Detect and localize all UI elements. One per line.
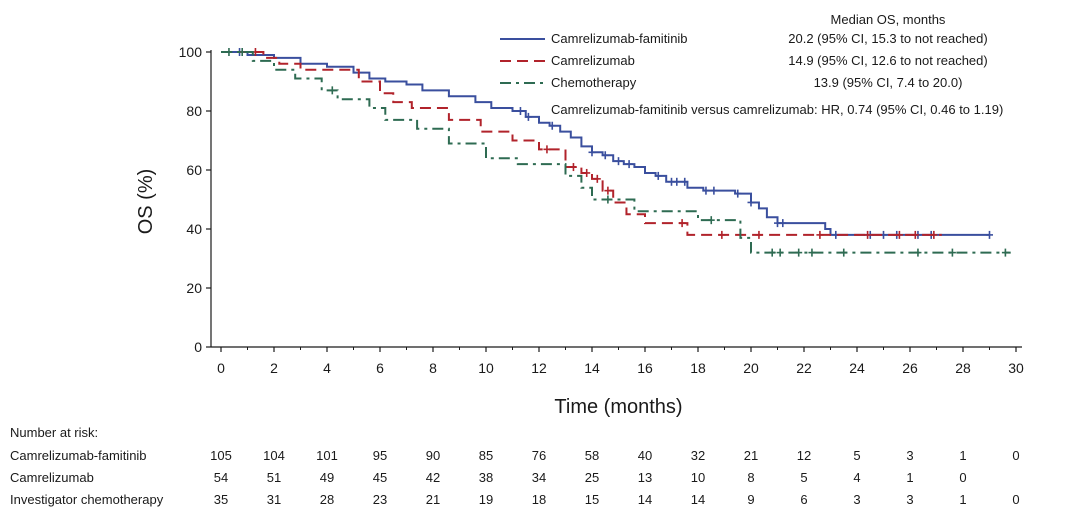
risk-value: 6 (800, 492, 807, 507)
risk-row-label-0: Camrelizumab-famitinib (10, 448, 147, 463)
x-tick-label: 22 (796, 360, 812, 376)
risk-value: 12 (797, 448, 811, 463)
risk-value: 95 (373, 448, 387, 463)
risk-value: 40 (638, 448, 652, 463)
risk-value: 5 (800, 470, 807, 485)
hazard-ratio-note: Camrelizumab-famitinib versus camrelizum… (551, 102, 1003, 117)
risk-value: 58 (585, 448, 599, 463)
risk-value: 25 (585, 470, 599, 485)
curve-series-1 (221, 51, 942, 236)
curve-series-2 (221, 51, 1011, 254)
risk-value: 105 (210, 448, 232, 463)
y-tick-label: 80 (186, 103, 202, 119)
x-tick-label: 18 (690, 360, 706, 376)
risk-value: 76 (532, 448, 546, 463)
risk-value: 3 (906, 448, 913, 463)
risk-value: 45 (373, 470, 387, 485)
x-tick-label: 6 (376, 360, 384, 376)
risk-value: 14 (691, 492, 705, 507)
x-tick-label: 10 (478, 360, 494, 376)
risk-value: 1 (959, 448, 966, 463)
x-tick-label: 4 (323, 360, 331, 376)
risk-table: Number at risk:Camrelizumab-famitinib 105… (10, 425, 1020, 507)
risk-value: 1 (959, 492, 966, 507)
risk-value: 35 (214, 492, 228, 507)
x-tick-label: 16 (637, 360, 653, 376)
risk-table-header: Number at risk: (10, 425, 98, 440)
legend-header: Median OS, months (831, 12, 946, 27)
risk-value: 14 (638, 492, 652, 507)
x-tick-label: 24 (849, 360, 865, 376)
y-tick-label: 0 (194, 339, 202, 355)
risk-value: 51 (267, 470, 281, 485)
risk-value: 18 (532, 492, 546, 507)
risk-value: 3 (853, 492, 860, 507)
risk-value: 0 (959, 470, 966, 485)
risk-value: 31 (267, 492, 281, 507)
y-tick-label: 60 (186, 162, 202, 178)
risk-value: 28 (320, 492, 334, 507)
x-tick-label: 26 (902, 360, 918, 376)
risk-value: 23 (373, 492, 387, 507)
risk-value: 1 (906, 470, 913, 485)
y-tick-label: 100 (179, 44, 203, 60)
x-tick-label: 12 (531, 360, 547, 376)
risk-value: 0 (1012, 448, 1019, 463)
legend-median-0: 20.2 (95% CI, 15.3 to not reached) (788, 31, 987, 46)
risk-value: 101 (316, 448, 338, 463)
risk-value: 8 (747, 470, 754, 485)
risk-row-label-1: Camrelizumab (10, 470, 94, 485)
risk-value: 15 (585, 492, 599, 507)
risk-value: 32 (691, 448, 705, 463)
risk-value: 10 (691, 470, 705, 485)
risk-value: 19 (479, 492, 493, 507)
risk-value: 5 (853, 448, 860, 463)
risk-value: 13 (638, 470, 652, 485)
risk-row-label-2: Investigator chemotherapy (10, 492, 164, 507)
x-tick-label: 30 (1008, 360, 1024, 376)
risk-value: 34 (532, 470, 546, 485)
risk-value: 9 (747, 492, 754, 507)
x-tick-label: 14 (584, 360, 600, 376)
legend-label-2: Chemotherapy (551, 75, 637, 90)
risk-value: 38 (479, 470, 493, 485)
x-tick-label: 28 (955, 360, 971, 376)
legend-median-1: 14.9 (95% CI, 12.6 to not reached) (788, 53, 987, 68)
risk-value: 3 (906, 492, 913, 507)
risk-value: 0 (1012, 492, 1019, 507)
legend-label-1: Camrelizumab (551, 53, 635, 68)
x-tick-label: 0 (217, 360, 225, 376)
x-tick-label: 2 (270, 360, 278, 376)
risk-value: 54 (214, 470, 228, 485)
risk-value: 4 (853, 470, 860, 485)
survival-curves (221, 48, 1011, 257)
y-axis-title: OS (%) (135, 169, 157, 235)
x-axis-title: Time (months) (554, 396, 682, 418)
risk-value: 104 (263, 448, 285, 463)
legend-label-0: Camrelizumab-famitinib (551, 31, 688, 46)
x-tick-label: 20 (743, 360, 759, 376)
legend-median-2: 13.9 (95% CI, 7.4 to 20.0) (814, 75, 963, 90)
legend: Median OS, months Camrelizumab-famitinib 2… (500, 12, 1003, 117)
risk-value: 49 (320, 470, 334, 485)
risk-value: 21 (744, 448, 758, 463)
risk-value: 85 (479, 448, 493, 463)
risk-value: 90 (426, 448, 440, 463)
risk-value: 21 (426, 492, 440, 507)
x-tick-label: 8 (429, 360, 437, 376)
curve-series-0 (221, 51, 990, 236)
risk-value: 42 (426, 470, 440, 485)
y-tick-label: 40 (186, 221, 202, 237)
y-tick-label: 20 (186, 280, 202, 296)
